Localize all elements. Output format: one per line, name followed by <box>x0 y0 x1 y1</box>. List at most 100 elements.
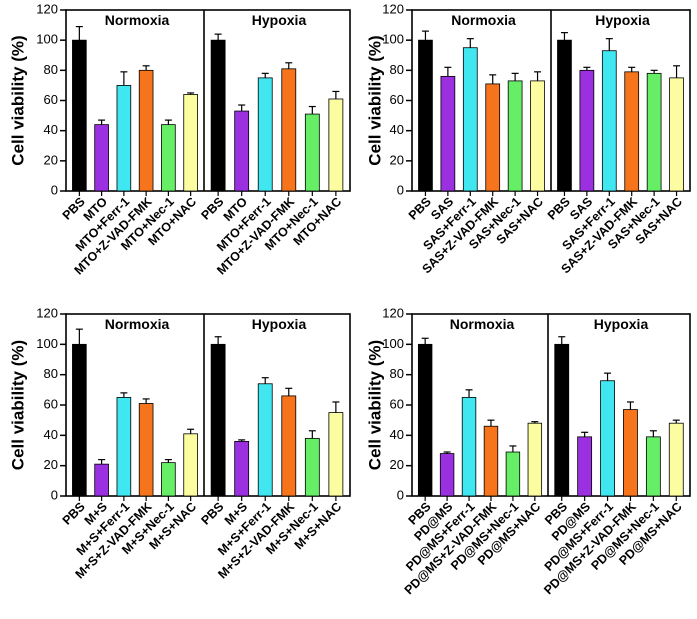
y-tick-label: 100 <box>36 32 58 47</box>
chart-panel-3: Cell viability (%) 0 20 40 60 80 100 120 Normoxi… <box>8 305 351 581</box>
bar-normoxia-2 <box>440 75 456 192</box>
y-tick-label: 0 <box>51 182 58 197</box>
y-tick-label: 120 <box>382 305 404 320</box>
bar-normoxia-6 <box>183 94 198 192</box>
condition-label-hypoxia: Hypoxia <box>595 12 650 28</box>
bar-hypoxia-2 <box>579 69 595 192</box>
y-tick-label: 0 <box>397 182 404 197</box>
condition-label-hypoxia: Hypoxia <box>252 12 307 28</box>
bar-normoxia-1 <box>72 343 87 497</box>
y-tick-label: 80 <box>390 62 404 77</box>
bar-normoxia-6 <box>527 422 543 497</box>
bar-hypoxia-6 <box>328 98 344 192</box>
x-category-label: PBS <box>60 195 88 223</box>
bar-hypoxia-4 <box>624 71 640 192</box>
condition-label-normoxia: Normoxia <box>451 12 516 28</box>
bar-normoxia-5 <box>505 451 521 497</box>
bar-hypoxia-4 <box>281 68 297 192</box>
bar-normoxia-3 <box>116 397 132 497</box>
bar-hypoxia-4 <box>623 409 638 497</box>
y-axis-label: Cell viability (%) <box>365 340 384 470</box>
bar-normoxia-3 <box>462 47 478 192</box>
y-tick-label: 60 <box>390 396 404 411</box>
bar-hypoxia-5 <box>304 113 320 192</box>
bar-normoxia-4 <box>483 425 499 497</box>
y-tick-label: 100 <box>382 336 404 351</box>
y-axis-label: Cell viability (%) <box>8 340 27 470</box>
y-tick-label: 20 <box>390 457 404 472</box>
bar-hypoxia-6 <box>669 77 684 192</box>
y-tick-label: 40 <box>44 122 58 137</box>
x-category-label: PBS <box>199 500 227 528</box>
bar-hypoxia-1 <box>554 343 570 497</box>
bar-normoxia-1 <box>417 343 433 497</box>
condition-label-normoxia: Normoxia <box>105 12 170 28</box>
y-tick-label: 80 <box>44 366 58 381</box>
plot-frame <box>65 9 351 192</box>
bar-normoxia-1 <box>72 39 87 192</box>
y-tick-label: 40 <box>44 427 58 442</box>
bar-normoxia-5 <box>161 462 176 497</box>
y-axis-label: Cell viability (%) <box>8 35 27 165</box>
x-category-label: PBS <box>406 195 434 223</box>
bar-hypoxia-5 <box>646 72 662 192</box>
bar-normoxia-4 <box>485 83 501 192</box>
plot-frame <box>411 313 691 497</box>
bar-normoxia-4 <box>138 403 154 497</box>
bar-hypoxia-3 <box>600 380 615 497</box>
bar-hypoxia-5 <box>645 436 661 497</box>
bar-normoxia-1 <box>418 39 433 192</box>
condition-label-hypoxia: Hypoxia <box>252 316 307 332</box>
bar-normoxia-6 <box>530 80 545 192</box>
bar-hypoxia-1 <box>210 343 226 497</box>
y-tick-label: 20 <box>44 152 58 167</box>
bar-normoxia-2 <box>439 453 455 497</box>
bar-normoxia-2 <box>94 124 109 192</box>
y-tick-label: 80 <box>390 366 404 381</box>
y-tick-label: 20 <box>44 457 58 472</box>
condition-label-normoxia: Normoxia <box>105 316 170 332</box>
y-axis-label: Cell viability (%) <box>365 35 384 165</box>
bar-normoxia-2 <box>94 463 109 497</box>
bar-normoxia-5 <box>161 124 176 192</box>
bar-normoxia-4 <box>138 69 154 192</box>
y-tick-label: 60 <box>390 92 404 107</box>
bar-hypoxia-2 <box>577 436 593 497</box>
x-category-label: PBS <box>199 195 227 223</box>
plot-frame <box>65 313 351 497</box>
bar-hypoxia-4 <box>281 395 297 497</box>
bar-hypoxia-2 <box>234 440 250 497</box>
condition-label-hypoxia: Hypoxia <box>594 316 649 332</box>
y-tick-label: 100 <box>36 336 58 351</box>
y-tick-label: 100 <box>382 32 404 47</box>
bar-normoxia-3 <box>116 85 132 192</box>
bar-hypoxia-6 <box>328 412 344 497</box>
y-tick-label: 20 <box>390 152 404 167</box>
y-tick-label: 120 <box>382 1 404 16</box>
y-tick-label: 0 <box>51 487 58 502</box>
chart-panel-2: Cell viability (%) 0 20 40 60 80 100 120 Normoxi… <box>365 1 691 276</box>
bar-hypoxia-5 <box>304 437 320 497</box>
y-tick-label: 40 <box>390 427 404 442</box>
bar-hypoxia-3 <box>257 77 273 192</box>
condition-label-normoxia: Normoxia <box>450 316 515 332</box>
y-tick-label: 40 <box>390 122 404 137</box>
y-tick-label: 0 <box>397 487 404 502</box>
bar-normoxia-5 <box>507 80 523 192</box>
bar-normoxia-3 <box>461 397 477 497</box>
bar-hypoxia-1 <box>210 39 226 192</box>
x-category-label: PBS <box>545 195 573 223</box>
y-tick-label: 80 <box>44 62 58 77</box>
bar-hypoxia-2 <box>234 110 250 192</box>
y-tick-label: 120 <box>36 305 58 320</box>
y-tick-label: 120 <box>36 1 58 16</box>
x-category-label: PBS <box>60 500 88 528</box>
bar-hypoxia-1 <box>557 39 572 192</box>
bar-hypoxia-6 <box>668 422 684 497</box>
bar-normoxia-6 <box>183 433 198 497</box>
bar-hypoxia-3 <box>601 50 617 192</box>
chart-panel-1: Cell viability (%) 0 20 40 60 80 100 120 Normoxi… <box>8 1 351 278</box>
y-tick-label: 60 <box>44 396 58 411</box>
